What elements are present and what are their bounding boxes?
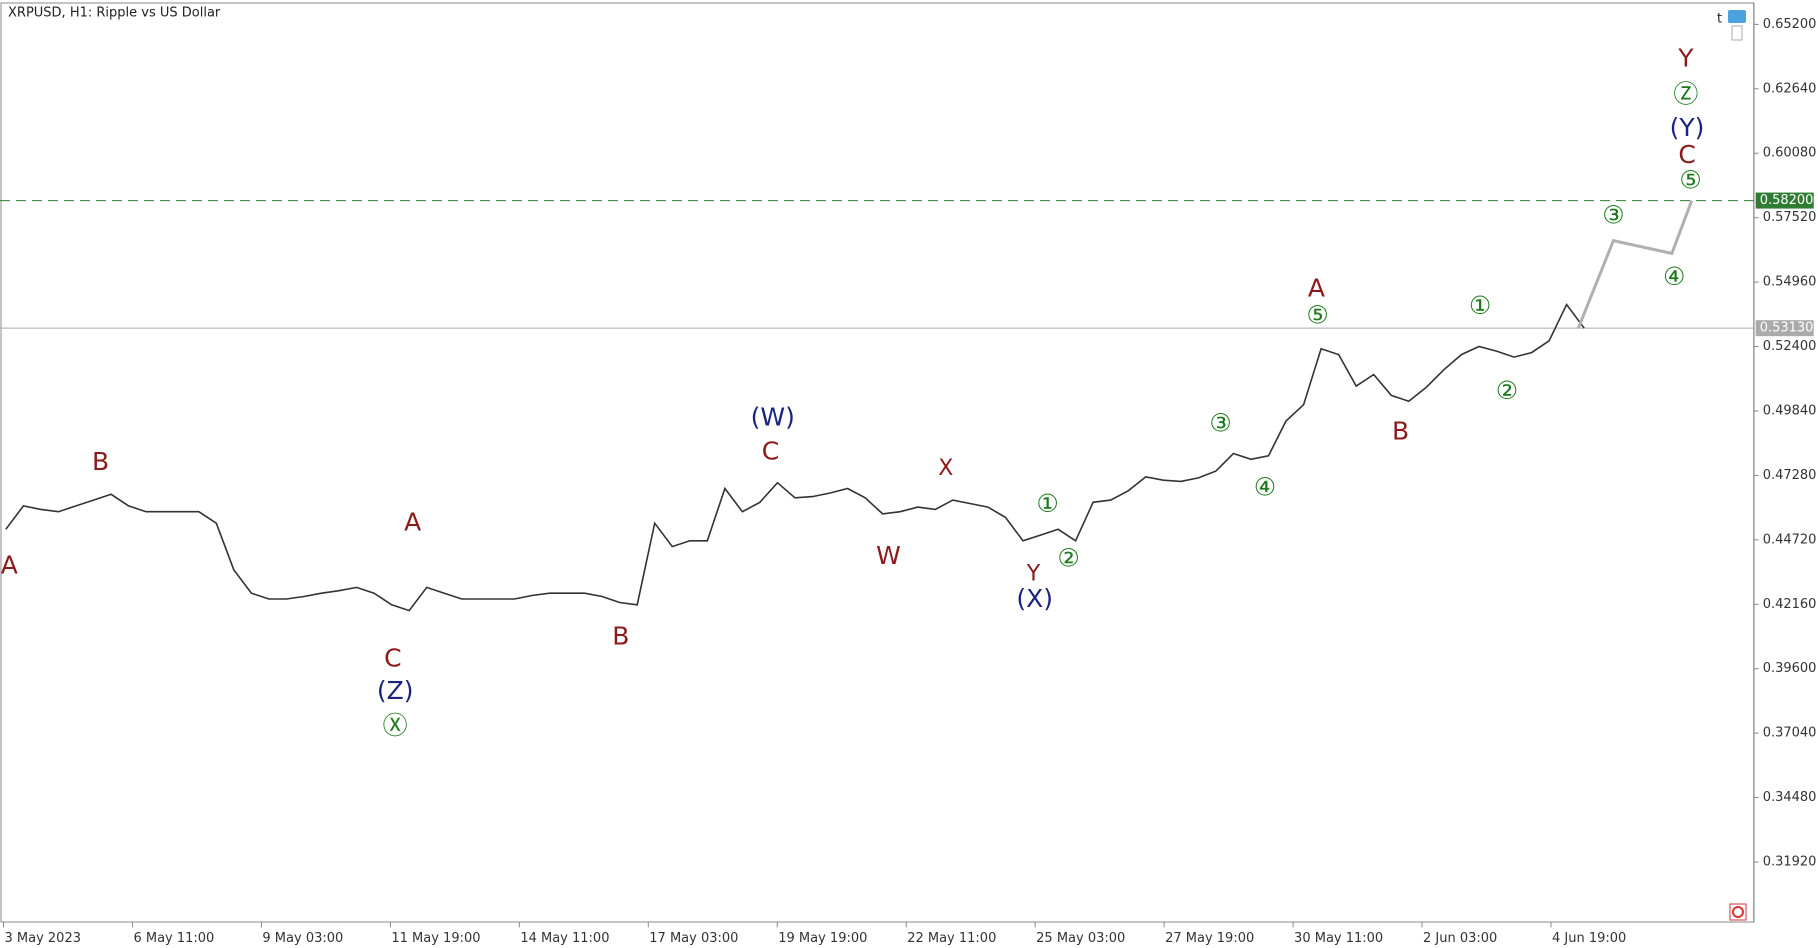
y-tick-label: 0.39600 xyxy=(1763,661,1817,676)
wave-label: B xyxy=(1392,417,1409,446)
y-tick-label: 0.54960 xyxy=(1763,275,1817,290)
price-line-series xyxy=(5,302,1585,612)
chart-title: XRPUSD, H1: Ripple vs US Dollar xyxy=(8,6,221,21)
y-tick-label: 0.49840 xyxy=(1763,403,1817,418)
x-tick-label: 22 May 11:00 xyxy=(907,931,996,946)
wave-label: ② xyxy=(1496,376,1518,405)
wave-label: ③ xyxy=(1602,200,1624,229)
plot-frame xyxy=(0,2,1755,923)
price-tag-label: 0.58200 xyxy=(1760,193,1814,208)
x-tick-label: 3 May 2023 xyxy=(5,931,82,946)
wave-label: ④ xyxy=(1254,473,1276,502)
wave-label: (Y) xyxy=(1670,113,1705,142)
wave-label: Y xyxy=(1677,43,1694,72)
y-tick-label: 0.42160 xyxy=(1763,597,1817,612)
x-tick-label: 17 May 03:00 xyxy=(649,931,738,946)
toolbar-icon[interactable] xyxy=(1731,25,1743,41)
wave-label: Y xyxy=(1026,562,1041,587)
y-tick-label: 0.34480 xyxy=(1763,790,1817,805)
wave-label: (W) xyxy=(751,403,795,432)
y-tick-label: 0.65200 xyxy=(1763,17,1817,32)
y-tick-label: 0.31920 xyxy=(1763,855,1817,870)
wave-label: (Z) xyxy=(377,676,414,705)
price-tag xyxy=(1755,320,1814,337)
x-tick-label: 6 May 11:00 xyxy=(133,931,214,946)
wave-label: ② xyxy=(1057,543,1079,572)
wave-label: A xyxy=(404,507,421,536)
x-tick-label: 19 May 19:00 xyxy=(778,931,867,946)
wave-label: C xyxy=(762,436,779,465)
y-tick-label: 0.57520 xyxy=(1763,210,1817,225)
wave-label: ① xyxy=(1469,291,1491,320)
y-tick-label: 0.47280 xyxy=(1763,468,1817,483)
wave-label: C xyxy=(1678,140,1695,169)
wave-label: Ⓩ xyxy=(1673,79,1698,108)
price-tag-label: 0.53130 xyxy=(1760,321,1814,336)
x-tick-label: 9 May 03:00 xyxy=(262,931,343,946)
price-tag xyxy=(1755,192,1814,209)
wave-label: C xyxy=(384,644,401,673)
y-tick-label: 0.60080 xyxy=(1763,146,1817,161)
x-tick-label: 11 May 19:00 xyxy=(391,931,480,946)
wave-label: ⑤ xyxy=(1306,300,1328,329)
x-tick-label: 27 May 19:00 xyxy=(1165,931,1254,946)
x-tick-label: 2 Jun 03:00 xyxy=(1423,931,1497,946)
wave-label: W xyxy=(876,541,901,570)
wave-label: ⑤ xyxy=(1679,165,1701,194)
toolbar-icon[interactable]: t xyxy=(1717,12,1722,27)
close-icon[interactable] xyxy=(1732,906,1744,918)
y-tick-label: 0.52400 xyxy=(1763,339,1817,354)
wave-label: ① xyxy=(1036,489,1058,518)
y-tick-label: 0.44720 xyxy=(1763,532,1817,547)
wave-label: B xyxy=(612,621,629,650)
x-tick-label: 25 May 03:00 xyxy=(1036,931,1125,946)
y-tick-label: 0.37040 xyxy=(1763,726,1817,741)
wave-label: X xyxy=(938,456,953,481)
wave-label: A xyxy=(1,550,18,579)
wave-label: ③ xyxy=(1209,409,1231,438)
x-tick-label: 14 May 11:00 xyxy=(520,931,609,946)
wave-label: A xyxy=(1308,274,1325,303)
close-icon[interactable] xyxy=(1729,903,1747,921)
toolbar-icon[interactable] xyxy=(1728,10,1746,23)
wave-label: (X) xyxy=(1016,584,1053,613)
wave-label: Ⓧ xyxy=(383,711,408,740)
x-tick-label: 4 Jun 19:00 xyxy=(1552,931,1626,946)
x-tick-label: 30 May 11:00 xyxy=(1294,931,1383,946)
projection xyxy=(1576,200,1694,329)
wave-label: ④ xyxy=(1663,262,1685,291)
y-tick-label: 0.62640 xyxy=(1763,81,1817,96)
wave-label: B xyxy=(92,447,109,476)
